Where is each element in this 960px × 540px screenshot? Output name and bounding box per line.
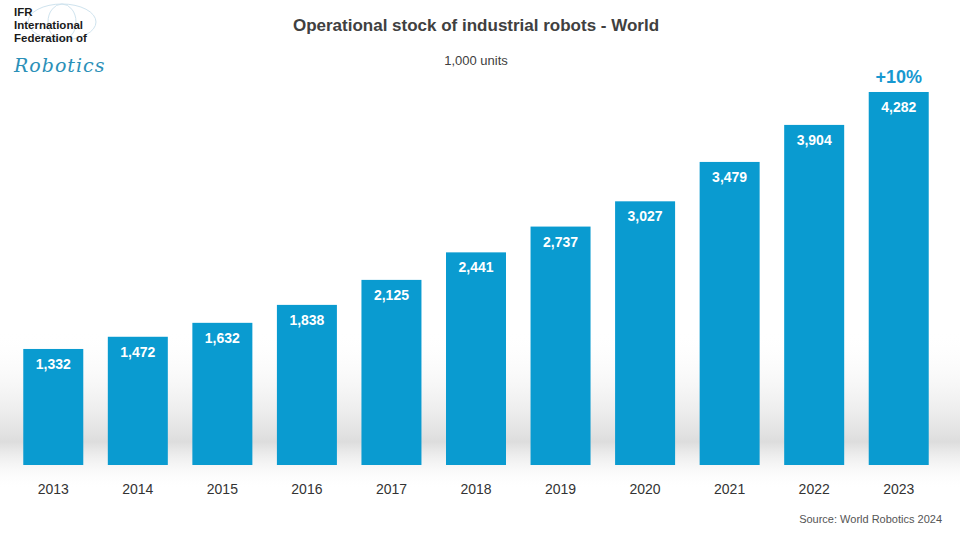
title: Operational stock of industrial robots -…	[293, 16, 659, 35]
bars	[23, 92, 928, 465]
annotation: +10%	[875, 67, 922, 87]
data-label: 1,838	[289, 312, 324, 328]
logo-script: Robotics	[13, 54, 105, 76]
bar	[869, 92, 929, 465]
chart: IFRInternationalFederation of Robotics Ope…	[0, 0, 960, 540]
x-tick-label: 2020	[630, 481, 661, 497]
x-tick-label: 2018	[460, 481, 491, 497]
x-tick-label: 2016	[291, 481, 322, 497]
data-label: 3,479	[712, 169, 747, 185]
bar	[784, 125, 844, 465]
subtitle: 1,000 units	[444, 53, 508, 68]
logo-text: Federation of	[14, 32, 87, 44]
x-tick-label: 2019	[545, 481, 576, 497]
x-tick-label: 2022	[799, 481, 830, 497]
x-tick-label: 2021	[714, 481, 745, 497]
logo-text: International	[14, 19, 83, 31]
logo: IFRInternationalFederation of Robotics	[13, 4, 105, 76]
x-axis: 2013 2014 2015 2016 2017 2018 2019 2020 2021 2022…	[38, 481, 915, 497]
bar	[446, 252, 506, 465]
logo-text: IFR	[14, 6, 33, 18]
bar	[108, 337, 168, 465]
bar	[23, 349, 83, 465]
x-tick-label: 2023	[883, 481, 914, 497]
bar	[192, 323, 252, 465]
source: Source: World Robotics 2024	[799, 513, 942, 525]
bar	[361, 280, 421, 465]
data-labels: 1,332 1,472 1,632 1,838 2,125 2,441 2,737 3,027…	[36, 99, 917, 372]
bar	[531, 227, 591, 465]
data-label: 1,332	[36, 356, 71, 372]
data-label: 1,472	[120, 344, 155, 360]
bar	[615, 201, 675, 465]
bar	[700, 162, 760, 465]
data-label: 1,632	[205, 330, 240, 346]
x-tick-label: 2014	[122, 481, 153, 497]
page: {"chart_data": {"type": "bar", "title": …	[0, 0, 960, 540]
data-label: 3,904	[797, 132, 832, 148]
data-label: 3,027	[628, 208, 663, 224]
data-label: 4,282	[881, 99, 916, 115]
data-label: 2,441	[458, 259, 493, 275]
data-label: 2,737	[543, 234, 578, 250]
bar	[277, 305, 337, 465]
data-label: 2,125	[374, 287, 409, 303]
x-tick-label: 2013	[38, 481, 69, 497]
x-tick-label: 2015	[207, 481, 238, 497]
x-tick-label: 2017	[376, 481, 407, 497]
